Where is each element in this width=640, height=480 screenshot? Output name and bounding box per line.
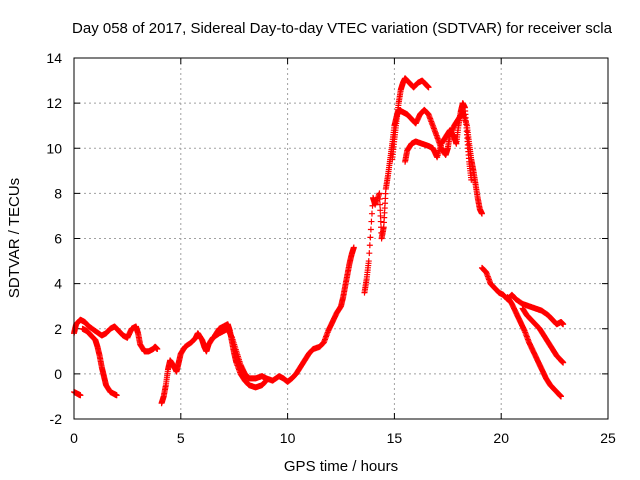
data-point [113, 392, 120, 399]
data-point [263, 377, 270, 384]
data-point [560, 359, 567, 366]
data-point [376, 196, 383, 203]
x-tick-label: 25 [600, 430, 616, 446]
series-track-j [504, 294, 565, 400]
series-track-c [79, 325, 120, 399]
y-tick-label: 4 [54, 276, 62, 292]
chart-title: Day 058 of 2017, Sidereal Day-to-day VTE… [72, 20, 613, 37]
data-point [367, 226, 374, 233]
data-points [71, 75, 567, 407]
series-track-b [71, 316, 161, 355]
data-point [376, 190, 383, 197]
series-track-e [211, 321, 270, 391]
x-tick-label: 10 [280, 430, 296, 446]
data-point [154, 346, 161, 353]
y-tick-label: 2 [54, 321, 62, 337]
data-point [366, 242, 373, 249]
x-tick-label: 5 [177, 430, 185, 446]
data-point [468, 176, 475, 183]
series-track-d [158, 244, 357, 407]
data-point [560, 321, 567, 328]
y-tick-labels: -2 0 2 4 6 8 10 12 14 [46, 50, 62, 427]
data-point [366, 250, 373, 257]
series-track-a [71, 388, 84, 399]
data-point [77, 392, 84, 399]
data-point [350, 244, 357, 251]
x-tick-labels: 0 5 10 15 20 25 [70, 430, 616, 446]
plot-frame [73, 57, 609, 420]
y-tick-label: -2 [50, 411, 63, 427]
y-tick-label: 8 [54, 185, 62, 201]
data-point [365, 258, 372, 265]
y-tick-label: 10 [46, 140, 62, 156]
data-point [377, 207, 384, 214]
data-point [368, 210, 375, 217]
series-track-g [389, 75, 432, 163]
x-tick-label: 20 [493, 430, 509, 446]
data-point [478, 210, 485, 217]
data-point [558, 393, 565, 400]
data-point [425, 84, 432, 91]
data-point [368, 218, 375, 225]
series-track-h [402, 100, 475, 183]
y-tick-label: 0 [54, 366, 62, 382]
data-point [376, 201, 383, 208]
data-point [367, 234, 374, 241]
x-tick-label: 0 [70, 430, 78, 446]
series-track-k [519, 305, 567, 366]
y-tick-label: 14 [46, 50, 62, 66]
y-tick-label: 6 [54, 231, 62, 247]
x-tick-label: 15 [387, 430, 403, 446]
data-point [377, 218, 384, 225]
data-point [377, 212, 384, 219]
y-tick-label: 12 [46, 95, 62, 111]
grid-lines [74, 58, 608, 419]
x-axis-label: GPS time / hours [284, 458, 398, 475]
y-axis-label: SDTVAR / TECUs [6, 178, 23, 298]
series-track-i [478, 264, 567, 328]
